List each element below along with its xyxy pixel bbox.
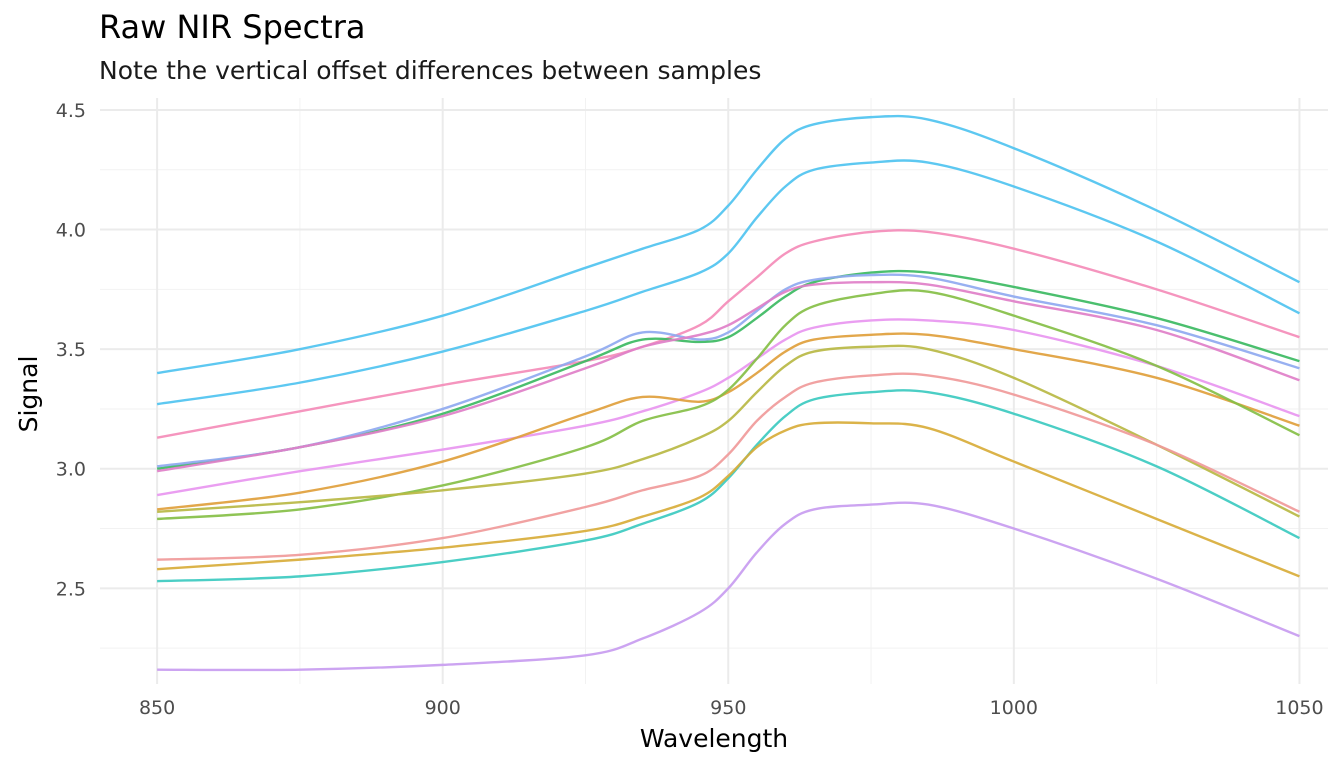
y-tick-label: 3.5 xyxy=(56,339,86,361)
y-axis-title: Signal xyxy=(14,356,43,433)
x-tick-label: 1050 xyxy=(1275,697,1323,719)
chart-title: Raw NIR Spectra xyxy=(99,8,366,46)
chart-subtitle: Note the vertical offset differences bet… xyxy=(99,56,762,85)
series-line-9 xyxy=(157,289,1300,521)
major-gridlines xyxy=(100,98,1328,684)
x-tick-label: 850 xyxy=(139,697,175,719)
series-line-3 xyxy=(156,229,1300,439)
series-line-6 xyxy=(156,280,1300,473)
x-axis-title: Wavelength xyxy=(640,724,788,753)
series-line-13 xyxy=(157,421,1300,578)
x-axis-tick-labels: 850 900 950 1000 1050 xyxy=(139,697,1324,719)
series-lines xyxy=(156,114,1300,672)
series-line-4 xyxy=(156,269,1300,470)
series-line-11 xyxy=(157,372,1300,561)
series-line-1 xyxy=(156,114,1300,375)
y-tick-label: 4.0 xyxy=(56,220,86,242)
x-tick-label: 900 xyxy=(425,697,461,719)
minor-gridlines xyxy=(100,98,1328,684)
series-line-14 xyxy=(157,501,1300,672)
series-line-10 xyxy=(157,344,1300,518)
y-tick-label: 2.5 xyxy=(56,578,86,600)
series-line-12 xyxy=(157,389,1300,583)
x-tick-label: 950 xyxy=(710,697,746,719)
x-tick-label: 1000 xyxy=(990,697,1038,719)
y-tick-label: 3.0 xyxy=(56,459,86,481)
series-line-5 xyxy=(156,273,1300,468)
series-line-2 xyxy=(156,159,1300,406)
y-axis-tick-labels: 2.5 3.0 3.5 4.0 4.5 xyxy=(56,100,86,600)
y-tick-label: 4.5 xyxy=(56,100,86,122)
series-line-8 xyxy=(156,332,1300,511)
